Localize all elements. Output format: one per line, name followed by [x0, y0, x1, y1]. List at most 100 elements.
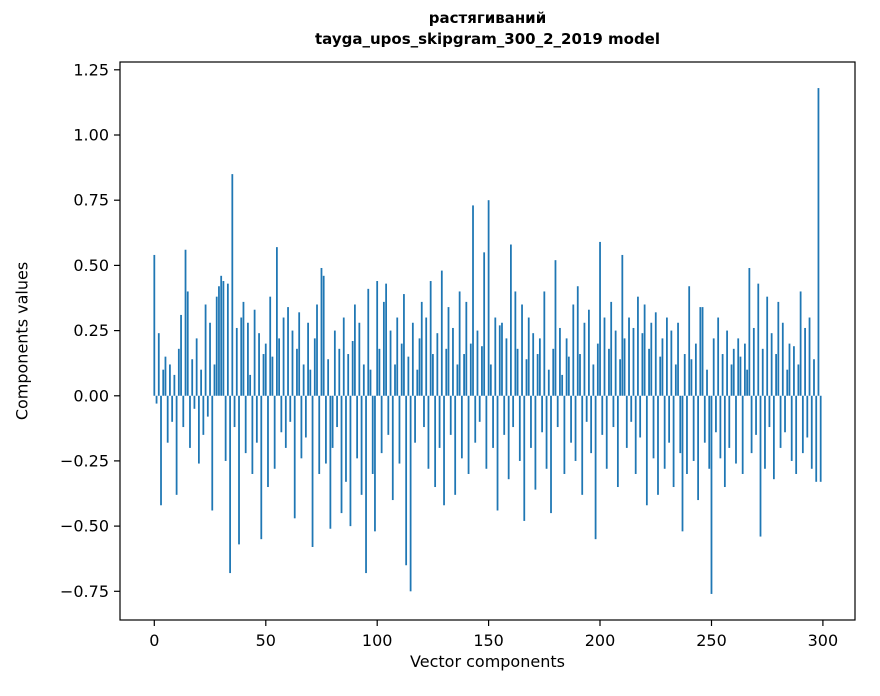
bar [387, 395, 390, 435]
bar [186, 291, 189, 396]
bar [222, 281, 225, 396]
bar [801, 395, 804, 454]
x-tick-label: 100 [362, 631, 393, 650]
bar [336, 395, 338, 428]
bar [229, 395, 231, 574]
x-tick-label: 250 [696, 631, 727, 650]
bar [603, 317, 606, 396]
bar [561, 374, 564, 396]
bar [403, 294, 405, 396]
y-tick-label: −0.25 [60, 451, 109, 470]
bar [679, 395, 682, 454]
bar [264, 343, 267, 396]
bar [759, 395, 762, 537]
bar [677, 322, 679, 396]
bar [255, 395, 258, 443]
bar [755, 395, 757, 435]
bar [423, 395, 425, 428]
bar [666, 317, 668, 396]
bar [378, 348, 381, 396]
x-tick-label: 0 [149, 631, 159, 650]
bar [180, 314, 182, 396]
bar [171, 395, 174, 422]
bar [599, 241, 601, 396]
bar [376, 281, 379, 396]
bar [242, 301, 245, 396]
bar [489, 364, 492, 396]
bar [260, 395, 263, 540]
bar [249, 374, 252, 396]
bar [331, 395, 334, 448]
bar [173, 374, 176, 396]
bar [169, 364, 171, 396]
bar [810, 395, 813, 469]
bar [438, 395, 441, 448]
bar [160, 395, 162, 506]
bar [476, 330, 479, 396]
y-tick-label: 0.25 [73, 321, 109, 340]
bar [672, 395, 675, 488]
bar [817, 88, 820, 396]
bar [813, 359, 815, 396]
bar [781, 322, 784, 396]
bar [351, 341, 354, 396]
bar [327, 359, 330, 396]
bar [434, 395, 437, 488]
bar [514, 291, 517, 396]
bar [516, 348, 519, 396]
bar [775, 354, 777, 396]
bar [632, 327, 635, 396]
bar [661, 338, 664, 396]
bar [503, 395, 506, 435]
bar [307, 322, 309, 396]
bar [630, 395, 633, 422]
bar [588, 309, 590, 396]
bar [276, 247, 278, 396]
bar [191, 359, 194, 396]
bar [153, 254, 156, 396]
bar [637, 296, 639, 396]
bar [432, 354, 434, 396]
bar [347, 354, 350, 396]
bar [643, 304, 646, 396]
bar [726, 330, 728, 396]
bar [608, 348, 610, 396]
bar [744, 343, 746, 396]
bar [657, 395, 659, 495]
bar [804, 327, 806, 396]
bar [429, 281, 432, 396]
bar [280, 395, 283, 433]
bar [206, 395, 209, 417]
bar [405, 395, 408, 566]
y-tick-label: −0.50 [60, 517, 109, 536]
chart-title: растягиваний tayga_upos_skipgram_300_2_2… [120, 8, 855, 50]
bar [576, 286, 579, 396]
bar [313, 338, 316, 396]
bar [211, 395, 214, 511]
bar [238, 395, 240, 545]
bar [253, 309, 256, 396]
bar [333, 330, 336, 396]
bar [184, 249, 187, 396]
bar [394, 364, 396, 396]
bar [697, 395, 699, 501]
bar [732, 348, 735, 396]
bar [793, 346, 795, 396]
bar [166, 395, 169, 443]
bar [594, 395, 597, 540]
bar [443, 395, 445, 506]
bar [396, 317, 399, 396]
y-tick-label: 0.75 [73, 191, 109, 210]
bar [162, 369, 165, 396]
bar [287, 307, 289, 396]
bar [545, 395, 548, 469]
bar [296, 348, 298, 396]
bar [215, 296, 218, 396]
bar [289, 395, 292, 422]
bar [483, 252, 486, 396]
bar [621, 254, 624, 396]
bar [311, 395, 314, 547]
bar [209, 322, 211, 396]
bar [766, 296, 769, 396]
